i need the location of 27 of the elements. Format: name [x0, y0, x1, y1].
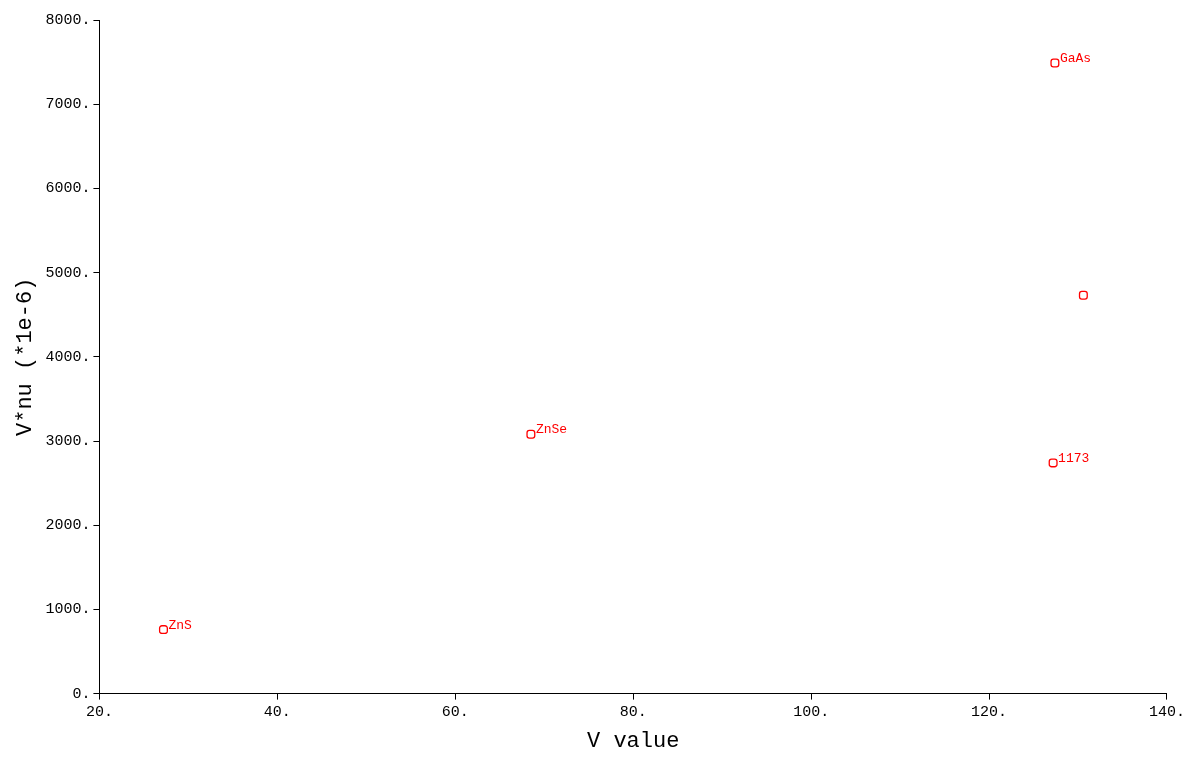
y-tick-label: 3000.	[45, 432, 91, 450]
y-tick-label: 5000.	[45, 264, 91, 282]
y-tick-label: 8000.	[45, 11, 91, 29]
annotation: 1173	[1058, 450, 1090, 466]
annotation: GaAs	[1059, 50, 1092, 66]
x-tick-label: 100.	[793, 703, 830, 721]
y-tick-label: 4000.	[45, 348, 91, 366]
x-tick-label: 40.	[263, 703, 291, 721]
point	[158, 625, 168, 635]
y-tick-label: 0.	[72, 685, 91, 703]
x-tick-label: 120.	[971, 703, 1008, 721]
annotation: ZnS	[168, 617, 193, 633]
point	[1048, 458, 1058, 468]
x-axis-title: V value	[586, 728, 680, 754]
point	[526, 429, 536, 439]
annotation: ZnSe	[535, 422, 568, 438]
x-tick-label: 20.	[85, 703, 113, 721]
y-tick-label: 1000.	[45, 601, 91, 619]
y-axis-title: V*nu (*1e-6)	[13, 277, 39, 437]
x-tick-label: 80.	[619, 703, 647, 721]
point	[1050, 58, 1060, 68]
y-tick-label: 6000.	[45, 180, 91, 198]
x-tick-label: 60.	[441, 703, 469, 721]
y-tick-label: 2000.	[45, 517, 91, 535]
x-tick-label: 140.	[1148, 703, 1185, 721]
y-tick-label: 7000.	[45, 96, 91, 114]
point	[1078, 290, 1088, 300]
